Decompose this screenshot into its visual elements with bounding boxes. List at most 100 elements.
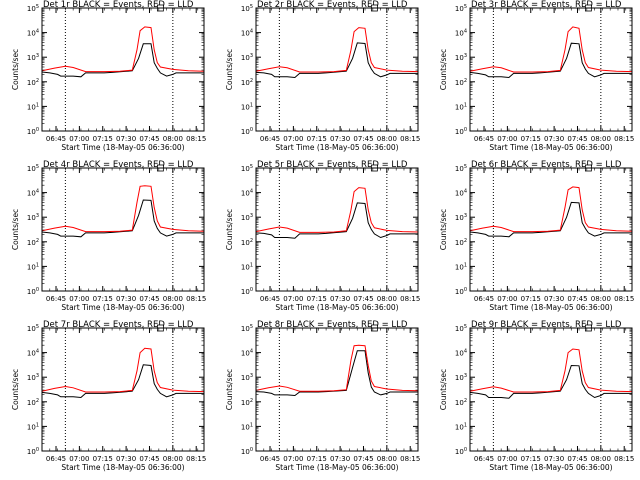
y-tick-label: 100 <box>27 287 39 296</box>
y-tick-label: 105 <box>27 324 39 333</box>
plot-frame <box>469 7 633 132</box>
y-tick-label: 101 <box>455 262 467 271</box>
x-tick-label: 07:15 <box>93 135 113 143</box>
y-tick-label: 105 <box>241 324 253 333</box>
x-tick-label: 07:00 <box>497 135 517 143</box>
y-tick-label: 101 <box>455 422 467 431</box>
x-tick-label: 07:45 <box>353 135 373 143</box>
x-tick-label: 07:15 <box>307 295 327 303</box>
y-tick-label: 102 <box>27 78 39 87</box>
x-tick-label: 07:00 <box>283 455 303 463</box>
y-tick-label: 105 <box>241 164 253 173</box>
x-tick-label: 07:30 <box>330 295 350 303</box>
x-tick-label: 07:30 <box>116 295 136 303</box>
x-tick-label: 06:45 <box>260 455 280 463</box>
x-tick-label: 07:00 <box>283 135 303 143</box>
y-tick-label: 103 <box>27 53 39 62</box>
events-series-line <box>41 364 204 399</box>
x-axis-label: Start Time (18-May-05 06:36:00) <box>61 303 184 312</box>
chart-panel: Det 5r BLACK = Events, RED = LLD 100 101 10… <box>225 160 420 312</box>
events-series-line <box>469 42 632 79</box>
lld-series-line <box>469 348 633 393</box>
y-tick-label: 103 <box>241 53 253 62</box>
y-tick-label: 101 <box>241 102 253 111</box>
x-tick-label: 07:45 <box>139 295 159 303</box>
x-tick-label: 08:00 <box>377 135 397 143</box>
x-axis-label: Start Time (18-May-05 06:36:00) <box>275 303 398 312</box>
x-tick-label: 07:15 <box>521 135 541 143</box>
y-tick-label: 105 <box>27 164 39 173</box>
x-tick-label: 07:45 <box>139 135 159 143</box>
chart-panel: Det 4r BLACK = Events, RED = LLD 100 101 10… <box>11 160 206 312</box>
x-tick-label: 08:15 <box>400 455 420 463</box>
events-series-line <box>41 43 204 78</box>
y-tick-label: 103 <box>455 373 467 382</box>
x-tick-label: 08:00 <box>591 455 611 463</box>
plot-frame <box>41 327 205 452</box>
y-tick-label: 105 <box>241 4 253 13</box>
x-tick-label: 07:30 <box>544 455 564 463</box>
x-tick-label: 07:00 <box>497 295 517 303</box>
x-tick-label: 07:15 <box>307 455 327 463</box>
x-tick-label: 08:15 <box>400 135 420 143</box>
x-axis-label: Start Time (18-May-05 06:36:00) <box>275 463 398 472</box>
chart-panel: Det 8r BLACK = Events, RED = LLD 100 101 10… <box>225 320 420 472</box>
y-tick-label: 102 <box>455 238 467 247</box>
y-tick-label: 103 <box>455 53 467 62</box>
y-axis-label: Counts/sec <box>11 369 20 410</box>
y-axis-label: Counts/sec <box>225 369 234 410</box>
y-tick-label: 104 <box>241 29 253 38</box>
x-axis-label: Start Time (18-May-05 06:36:00) <box>61 143 184 152</box>
y-tick-label: 102 <box>455 78 467 87</box>
x-tick-label: 08:00 <box>591 295 611 303</box>
y-tick-label: 101 <box>241 262 253 271</box>
events-series-line <box>255 350 418 397</box>
lld-series-line <box>255 187 419 233</box>
y-axis-label: Counts/sec <box>225 49 234 90</box>
y-tick-label: 100 <box>27 447 39 456</box>
x-tick-label: 06:45 <box>46 295 66 303</box>
y-tick-label: 104 <box>27 349 39 358</box>
x-tick-label: 06:45 <box>46 455 66 463</box>
chart-title: Det 3r BLACK = Events, RED = LLD <box>471 0 622 10</box>
plot-frame <box>255 327 419 452</box>
y-tick-label: 102 <box>27 398 39 407</box>
x-tick-label: 08:00 <box>591 135 611 143</box>
lld-series-line <box>255 344 419 392</box>
chart-title: Det 5r BLACK = Events, RED = LLD <box>257 160 408 170</box>
x-tick-label: 08:00 <box>377 455 397 463</box>
x-tick-label: 06:45 <box>260 135 280 143</box>
x-tick-label: 07:00 <box>283 295 303 303</box>
x-tick-label: 07:45 <box>139 455 159 463</box>
x-tick-label: 07:30 <box>330 455 350 463</box>
chart-title: Det 6r BLACK = Events, RED = LLD <box>471 160 622 170</box>
x-tick-label: 06:45 <box>474 295 494 303</box>
y-tick-label: 105 <box>455 4 467 13</box>
lld-series-line <box>41 185 205 233</box>
x-tick-label: 08:15 <box>614 455 634 463</box>
lld-series-line <box>41 347 205 393</box>
x-tick-label: 07:15 <box>521 455 541 463</box>
x-tick-label: 07:45 <box>567 135 587 143</box>
x-tick-label: 07:30 <box>116 135 136 143</box>
y-axis-label: Counts/sec <box>225 209 234 250</box>
y-tick-label: 105 <box>455 324 467 333</box>
x-tick-label: 07:45 <box>567 455 587 463</box>
y-tick-label: 104 <box>27 189 39 198</box>
y-axis-label: Counts/sec <box>439 49 448 90</box>
chart-panel: Det 6r BLACK = Events, RED = LLD 100 101 10… <box>439 160 634 312</box>
y-tick-label: 103 <box>241 213 253 222</box>
y-axis-label: Counts/sec <box>439 209 448 250</box>
y-tick-label: 104 <box>241 349 253 358</box>
lld-series-line <box>469 186 633 233</box>
y-tick-label: 104 <box>27 29 39 38</box>
x-tick-label: 08:00 <box>163 295 183 303</box>
x-tick-label: 08:15 <box>614 135 634 143</box>
y-tick-label: 102 <box>27 238 39 247</box>
chart-title: Det 8r BLACK = Events, RED = LLD <box>257 320 408 330</box>
y-tick-label: 101 <box>455 102 467 111</box>
x-tick-label: 07:30 <box>544 135 564 143</box>
x-tick-label: 08:15 <box>186 455 206 463</box>
y-axis-label: Counts/sec <box>11 49 20 90</box>
